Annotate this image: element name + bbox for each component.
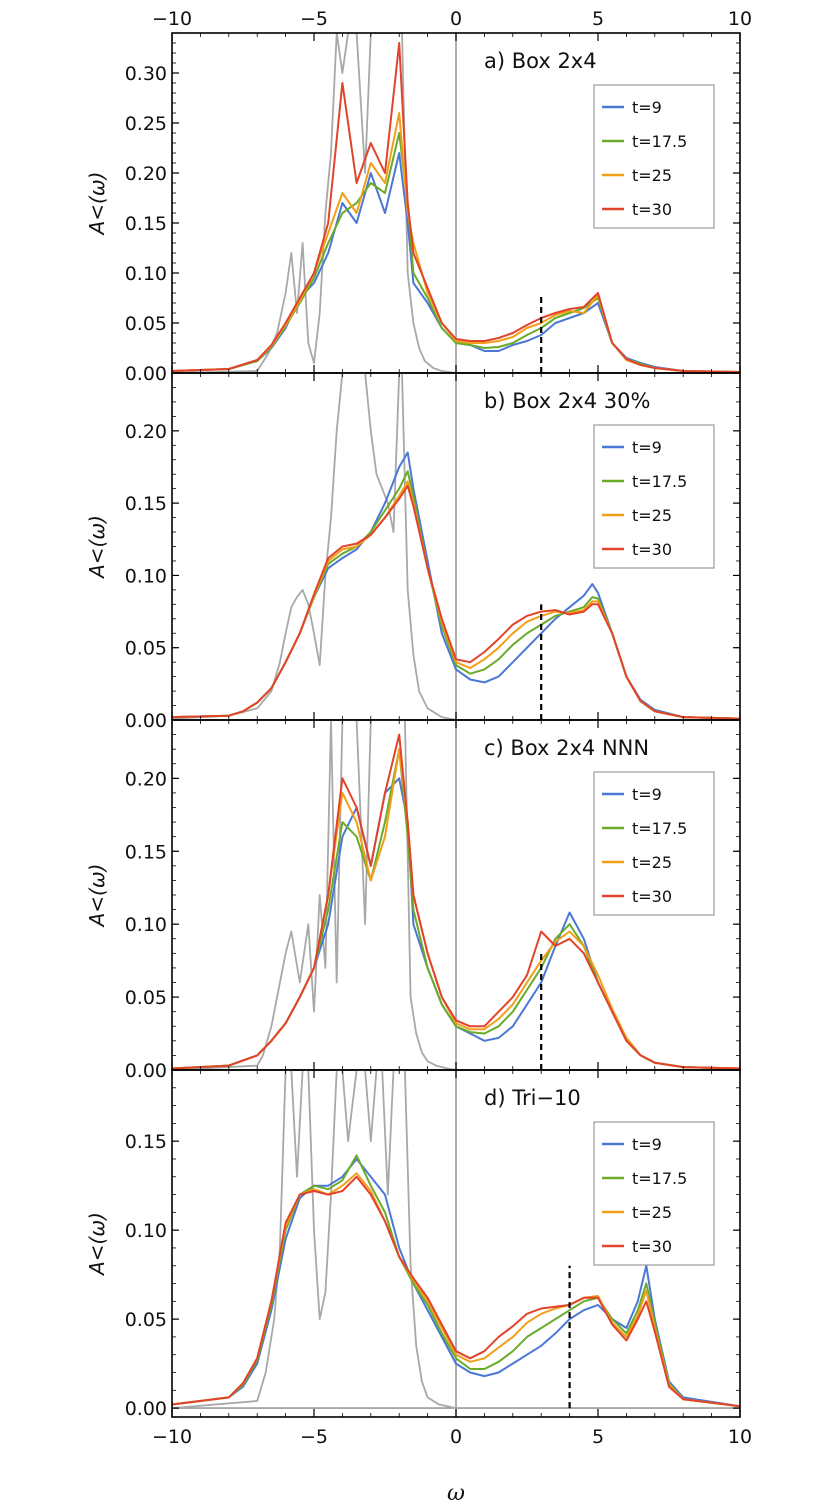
panel-title: d) Tri−10 — [484, 1086, 581, 1110]
legend: t=9 t=17.5 t=25 t=30 — [593, 1121, 715, 1266]
y-axis-label: A<(ω) — [85, 515, 109, 580]
axes-layer: −10 −10 −5 −5 0 0 5 5 10 10 — [152, 8, 752, 1448]
series-line-t-30 — [172, 733, 740, 1070]
y-tick-label: 0.20 — [125, 163, 167, 185]
x-tick-label-bottom: −5 — [300, 1426, 328, 1448]
plot-area — [172, 1070, 740, 1409]
x-tick-label-top: 0 — [450, 8, 462, 30]
y-axis-label: A<(ω) — [85, 1212, 109, 1277]
legend-label-t-9: t=9 — [632, 98, 662, 117]
x-tick-label-top: −10 — [152, 8, 192, 30]
legend-box — [593, 84, 715, 229]
x-tick-label-bottom: −10 — [152, 1426, 192, 1448]
legend-label-t-30: t=30 — [632, 887, 672, 906]
legend-label-t-25: t=25 — [632, 1203, 672, 1222]
y-tick-label: 0.05 — [125, 313, 167, 335]
plot-area — [172, 720, 740, 1070]
legend-box — [593, 424, 715, 569]
panel-title: b) Box 2x4 30% — [484, 389, 650, 413]
y-tick-label: 0.10 — [125, 914, 167, 936]
x-axis-label: ω — [447, 1481, 465, 1503]
y-tick-label: 0.10 — [125, 263, 167, 285]
legend-label-t-9: t=9 — [632, 1135, 662, 1154]
x-tick-label-top: 5 — [592, 8, 604, 30]
legend: t=9 t=17.5 t=25 t=30 — [593, 424, 715, 569]
y-tick-label: 0.15 — [125, 493, 167, 515]
y-tick-label: 0.05 — [125, 1309, 167, 1331]
legend-label-t-9: t=9 — [632, 785, 662, 804]
y-tick-label: 0.05 — [125, 987, 167, 1009]
series-line-reference — [172, 720, 740, 1070]
panel-3: 0.00 0.05 0.10 0.15 0.20 A<(ω) c) Box 2x4 NNN t… — [85, 719, 741, 1082]
legend-label-t-25: t=25 — [632, 853, 672, 872]
legend-label-t-17-5: t=17.5 — [632, 1169, 687, 1188]
y-tick-label: 0.10 — [125, 1220, 167, 1242]
series-line-t-30 — [172, 42, 740, 373]
legend-label-t-30: t=30 — [632, 200, 672, 219]
legend: t=9 t=17.5 t=25 t=30 — [593, 771, 715, 916]
y-tick-label: 0.15 — [125, 1131, 167, 1153]
y-tick-label: 0.15 — [125, 213, 167, 235]
legend-label-t-17-5: t=17.5 — [632, 132, 687, 151]
x-tick-label-top: 10 — [728, 8, 752, 30]
y-tick-label: 0.00 — [125, 1398, 167, 1420]
series-line-t-9 — [172, 1158, 740, 1408]
legend-box — [593, 771, 715, 916]
plot-area — [172, 373, 740, 720]
panels-layer: 0.00 0.05 0.10 0.15 0.20 0.25 0.30 A<(ω) a) Box … — [85, 32, 741, 1420]
y-tick-label: 0.20 — [125, 768, 167, 790]
legend-label-t-30: t=30 — [632, 1237, 672, 1256]
legend: t=9 t=17.5 t=25 t=30 — [593, 84, 715, 229]
y-tick-label: 0.30 — [125, 63, 167, 85]
legend-label-t-9: t=9 — [632, 438, 662, 457]
y-tick-label: 0.00 — [125, 1060, 167, 1082]
y-tick-label: 0.00 — [125, 710, 167, 732]
y-tick-label: 0.15 — [125, 841, 167, 863]
series-line-reference — [172, 1070, 740, 1409]
legend-label-t-25: t=25 — [632, 506, 672, 525]
panel-2: 0.00 0.05 0.10 0.15 0.20 A<(ω) b) Box 2x4 30% t… — [85, 372, 741, 732]
panel-1: 0.00 0.05 0.10 0.15 0.20 0.25 0.30 A<(ω) a) Box … — [85, 32, 741, 385]
series-line-t-30 — [172, 484, 740, 720]
plot-area — [172, 33, 740, 373]
x-tick-label-bottom: 5 — [592, 1426, 604, 1448]
panel-title: a) Box 2x4 — [484, 49, 597, 73]
y-tick-label: 0.00 — [125, 363, 167, 385]
y-tick-label: 0.05 — [125, 638, 167, 660]
legend-label-t-17-5: t=17.5 — [632, 472, 687, 491]
x-tick-label-top: −5 — [300, 8, 328, 30]
x-tick-label-bottom: 10 — [728, 1426, 752, 1448]
panel-4: 0.000.050.100.15A<(ω)d) Tri−10t=9t=17.5t… — [85, 1069, 741, 1420]
series-line-reference — [172, 33, 740, 373]
x-tick-label-bottom: 0 — [450, 1426, 462, 1448]
y-tick-label: 0.25 — [125, 113, 167, 135]
y-tick-label: 0.20 — [125, 421, 167, 443]
legend-label-t-25: t=25 — [632, 166, 672, 185]
y-axis-label: A<(ω) — [85, 864, 109, 929]
panel-title: c) Box 2x4 NNN — [484, 736, 649, 760]
legend-label-t-30: t=30 — [632, 540, 672, 559]
y-tick-label: 0.10 — [125, 565, 167, 587]
series-line-reference — [172, 373, 740, 720]
legend-label-t-17-5: t=17.5 — [632, 819, 687, 838]
legend-box — [593, 1121, 715, 1266]
series-line-t-30 — [172, 1175, 740, 1408]
y-axis-label: A<(ω) — [85, 172, 109, 237]
